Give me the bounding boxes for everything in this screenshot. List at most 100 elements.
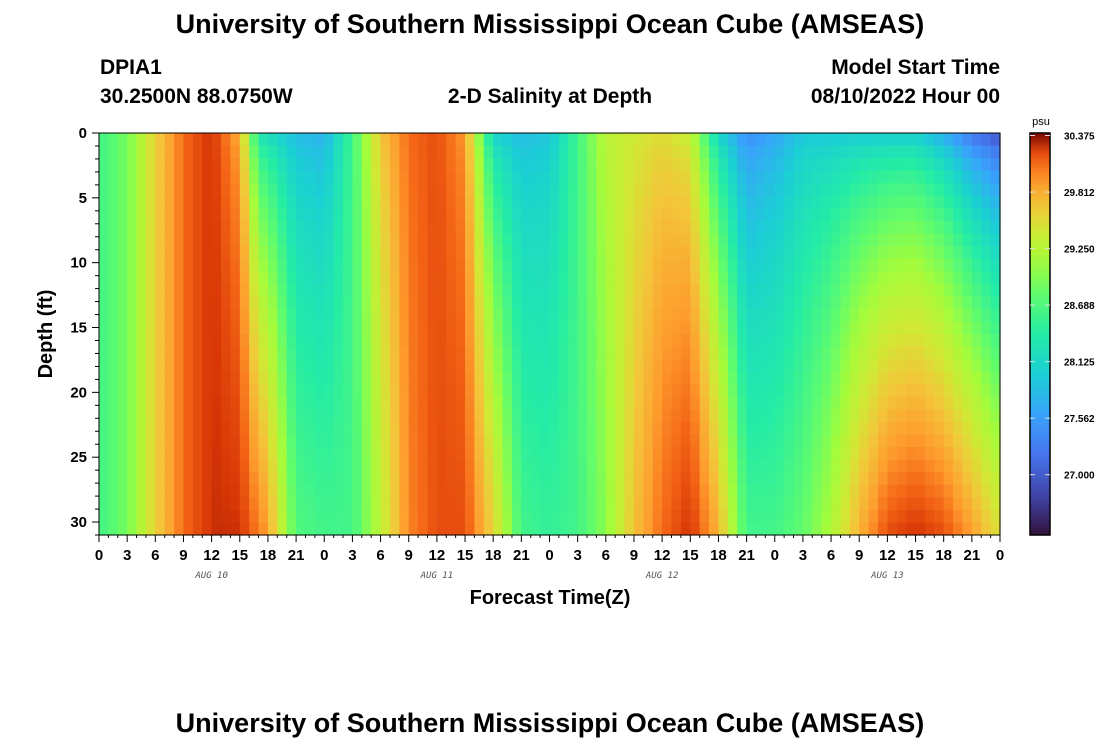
heatmap-cell <box>531 347 541 360</box>
heatmap-cell <box>653 271 663 284</box>
heatmap-cell <box>972 510 982 523</box>
heatmap-cell <box>193 183 203 196</box>
heatmap-cell <box>991 259 1001 272</box>
heatmap-cell <box>850 183 860 196</box>
heatmap-cell <box>756 309 766 322</box>
heatmap-cell <box>850 334 860 347</box>
heatmap-cell <box>728 158 738 171</box>
heatmap-cell <box>822 359 832 372</box>
heatmap-cell <box>390 347 400 360</box>
heatmap-cell <box>765 447 775 460</box>
heatmap-cell <box>456 221 466 234</box>
heatmap-cell <box>305 133 315 146</box>
heatmap-cell <box>202 397 212 410</box>
heatmap-cell <box>334 510 344 523</box>
heatmap-cell <box>352 472 362 485</box>
heatmap-cell <box>456 422 466 435</box>
heatmap-cell <box>953 196 963 209</box>
heatmap-cell <box>183 284 193 297</box>
heatmap-cell <box>822 296 832 309</box>
heatmap-cell <box>962 309 972 322</box>
heatmap-cell <box>578 284 588 297</box>
heatmap-cell <box>230 196 240 209</box>
heatmap-cell <box>427 221 437 234</box>
heatmap-cell <box>625 221 635 234</box>
heatmap-cell <box>474 334 484 347</box>
heatmap-cell <box>305 234 315 247</box>
heatmap-cell <box>709 359 719 372</box>
heatmap-cell <box>634 183 644 196</box>
heatmap-cell <box>840 497 850 510</box>
heatmap-cell <box>127 384 137 397</box>
heatmap-cell <box>672 284 682 297</box>
heatmap-cell <box>991 334 1001 347</box>
heatmap-cell <box>474 384 484 397</box>
heatmap-cell <box>512 409 522 422</box>
heatmap-cell <box>887 146 897 159</box>
heatmap-cell <box>268 296 278 309</box>
heatmap-cell <box>118 158 128 171</box>
heatmap-cell <box>127 158 137 171</box>
heatmap-cell <box>174 485 184 498</box>
heatmap-cell <box>427 472 437 485</box>
heatmap-cell <box>287 321 297 334</box>
heatmap-cell <box>784 158 794 171</box>
heatmap-cell <box>756 447 766 460</box>
heatmap-cell <box>831 447 841 460</box>
heatmap-cell <box>550 397 560 410</box>
heatmap-cell <box>850 460 860 473</box>
heatmap-cell <box>784 334 794 347</box>
heatmap-cell <box>259 309 269 322</box>
heatmap-cell <box>343 522 353 535</box>
heatmap-cell <box>268 409 278 422</box>
heatmap-cell <box>174 460 184 473</box>
heatmap-cell <box>277 158 287 171</box>
heatmap-cell <box>381 359 391 372</box>
heatmap-cell <box>625 133 635 146</box>
heatmap-cell <box>137 171 147 184</box>
heatmap-cell <box>221 221 231 234</box>
heatmap-cell <box>972 372 982 385</box>
heatmap-cell <box>418 397 428 410</box>
heatmap-cell <box>643 309 653 322</box>
heatmap-cell <box>334 146 344 159</box>
heatmap-cell <box>427 234 437 247</box>
heatmap-cell <box>484 221 494 234</box>
heatmap-cell <box>324 171 334 184</box>
heatmap-cell <box>324 397 334 410</box>
heatmap-cell <box>981 284 991 297</box>
heatmap-cell <box>212 435 222 448</box>
heatmap-cell <box>596 485 606 498</box>
heatmap-cell <box>737 460 747 473</box>
heatmap-cell <box>765 158 775 171</box>
heatmap-cell <box>859 309 869 322</box>
heatmap-cell <box>784 460 794 473</box>
heatmap-cell <box>822 435 832 448</box>
heatmap-cell <box>906 522 916 535</box>
heatmap-cell <box>352 447 362 460</box>
heatmap-cell <box>240 460 250 473</box>
heatmap-cell <box>484 259 494 272</box>
heatmap-cell <box>859 234 869 247</box>
heatmap-cell <box>934 133 944 146</box>
heatmap-cell <box>728 146 738 159</box>
heatmap-cell <box>418 259 428 272</box>
heatmap-cell <box>934 397 944 410</box>
heatmap-cell <box>362 208 372 221</box>
heatmap-cell <box>953 146 963 159</box>
heatmap-cell <box>765 334 775 347</box>
heatmap-cell <box>944 397 954 410</box>
heatmap-cell <box>456 334 466 347</box>
heatmap-cell <box>183 409 193 422</box>
heatmap-cell <box>352 347 362 360</box>
heatmap-cell <box>146 510 156 523</box>
heatmap-cell <box>277 133 287 146</box>
heatmap-cell <box>615 334 625 347</box>
heatmap-cell <box>193 246 203 259</box>
heatmap-cell <box>596 497 606 510</box>
heatmap-cell <box>456 196 466 209</box>
heatmap-cell <box>465 183 475 196</box>
heatmap-cell <box>991 397 1001 410</box>
heatmap-cell <box>850 447 860 460</box>
heatmap-cell <box>137 397 147 410</box>
